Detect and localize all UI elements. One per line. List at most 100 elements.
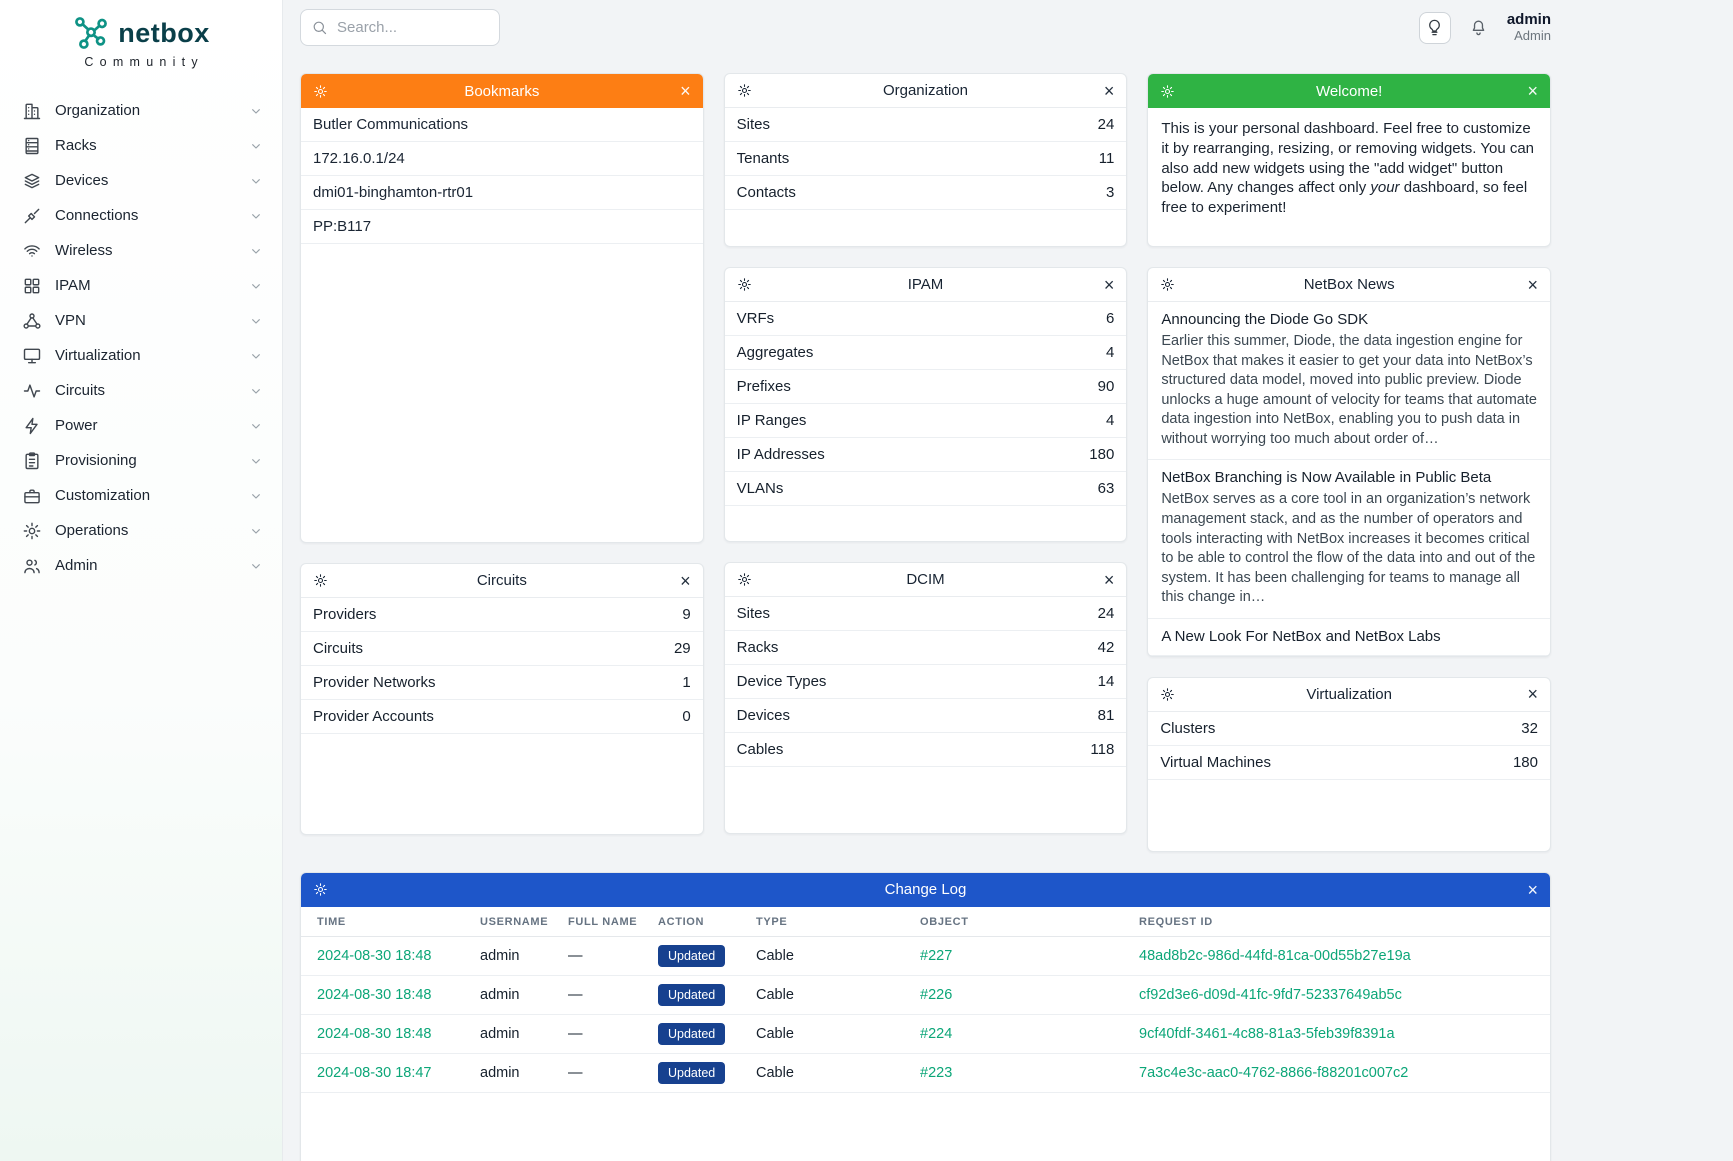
changelog-time-link[interactable]: 2024-08-30 18:48 — [317, 947, 432, 964]
sidebar-item-admin[interactable]: Admin — [0, 548, 282, 583]
bookmark-item[interactable]: 172.16.0.1/24 — [301, 142, 703, 176]
stat-label[interactable]: Providers — [313, 606, 377, 623]
stat-label[interactable]: Racks — [736, 639, 779, 656]
stat-label[interactable]: Sites — [736, 605, 771, 622]
stat-value[interactable]: 0 — [682, 708, 691, 725]
action-badge: Updated — [658, 983, 726, 1006]
stat-value[interactable]: 180 — [1512, 753, 1538, 771]
widget-close-button[interactable]: × — [1525, 274, 1540, 296]
stat-label[interactable]: Devices — [736, 707, 791, 724]
widget-config-button[interactable] — [311, 571, 330, 590]
widget-close-button[interactable]: × — [678, 570, 693, 592]
sidebar-item-ipam[interactable]: IPAM — [0, 268, 282, 303]
widget-config-button[interactable] — [311, 880, 330, 899]
widget-close-button[interactable]: × — [678, 80, 693, 102]
search-input[interactable] — [300, 9, 500, 46]
sidebar-item-customization[interactable]: Customization — [0, 478, 282, 513]
widget-config-button[interactable] — [735, 275, 754, 294]
sidebar-item-vpn[interactable]: VPN — [0, 303, 282, 338]
stat-label[interactable]: VLANs — [736, 480, 784, 497]
stat-value[interactable]: 14 — [1097, 673, 1115, 690]
widget-close-button[interactable]: × — [1525, 879, 1540, 901]
stat-value[interactable]: 4 — [1105, 344, 1115, 361]
stat-value[interactable]: 81 — [1097, 707, 1115, 724]
widget-close-button[interactable]: × — [1102, 274, 1117, 296]
stat-label[interactable]: Aggregates — [736, 344, 814, 361]
sidebar-item-operations[interactable]: Operations — [0, 513, 282, 548]
news-title-link[interactable]: A New Look For NetBox and NetBox Labs — [1161, 627, 1441, 645]
widget-close-button[interactable]: × — [1525, 683, 1540, 705]
stat-label[interactable]: Sites — [736, 116, 771, 133]
stat-label[interactable]: IP Addresses — [736, 446, 825, 463]
changelog-time-link[interactable]: 2024-08-30 18:48 — [317, 986, 432, 1003]
stat-label[interactable]: Provider Networks — [313, 674, 436, 691]
stat-value[interactable]: 63 — [1097, 480, 1115, 497]
sidebar-item-power[interactable]: Power — [0, 408, 282, 443]
widget-config-button[interactable] — [1158, 82, 1177, 101]
stat-value[interactable]: 24 — [1097, 605, 1115, 622]
stat-value[interactable]: 6 — [1105, 310, 1115, 327]
widget-config-button[interactable] — [1158, 275, 1177, 294]
changelog-request-id-link[interactable]: 48ad8b2c-986d-44fd-81ca-00d55b27e19a — [1139, 947, 1411, 964]
changelog-object-link[interactable]: #226 — [920, 986, 953, 1003]
brand-logo[interactable]: netbox Community — [0, 10, 282, 71]
changelog-time-link[interactable]: 2024-08-30 18:48 — [317, 1025, 432, 1042]
sidebar-item-provisioning[interactable]: Provisioning — [0, 443, 282, 478]
sidebar-item-organization[interactable]: Organization — [0, 93, 282, 128]
news-title-link[interactable]: Announcing the Diode Go SDK — [1161, 311, 1369, 328]
changelog-request-id-link[interactable]: 7a3c4e3c-aac0-4762-8866-f88201c007c2 — [1139, 1064, 1409, 1081]
stat-label[interactable]: VRFs — [736, 310, 775, 327]
sidebar-item-circuits[interactable]: Circuits — [0, 373, 282, 408]
stat-value[interactable]: 4 — [1105, 412, 1115, 429]
sidebar-item-connections[interactable]: Connections — [0, 198, 282, 233]
bookmark-item[interactable]: dmi01-binghamton-rtr01 — [301, 176, 703, 210]
widget-close-button[interactable]: × — [1525, 80, 1540, 102]
widget-close-button[interactable]: × — [1102, 569, 1117, 591]
stat-value[interactable]: 3 — [1105, 184, 1115, 201]
stat-label[interactable]: Virtual Machines — [1160, 753, 1271, 771]
bookmark-item[interactable]: Butler Communications — [301, 108, 703, 142]
stat-value[interactable]: 42 — [1097, 639, 1115, 656]
stat-label[interactable]: Clusters — [1160, 719, 1216, 737]
changelog-object-link[interactable]: #224 — [920, 1025, 953, 1042]
stat-label[interactable]: Device Types — [736, 673, 827, 690]
stat-label[interactable]: Tenants — [736, 150, 790, 167]
changelog-request-id-link[interactable]: cf92d3e6-d09d-41fc-9fd7-52337649ab5c — [1139, 986, 1402, 1003]
widget-close-button[interactable]: × — [1102, 80, 1117, 102]
stat-label[interactable]: IP Ranges — [736, 412, 807, 429]
theme-toggle-button[interactable] — [1418, 11, 1451, 44]
widget-config-button[interactable] — [735, 570, 754, 589]
stat-value[interactable]: 11 — [1098, 150, 1115, 167]
sidebar-item-racks[interactable]: Racks — [0, 128, 282, 163]
stat-label[interactable]: Contacts — [736, 184, 796, 201]
changelog-time-link[interactable]: 2024-08-30 18:47 — [317, 1064, 432, 1081]
widget-ipam: IPAM × VRFs 6 Aggregates 4 Prefixes 90 IP Rang… — [723, 267, 1128, 542]
widget-config-button[interactable] — [311, 82, 330, 101]
changelog-type: Cable — [756, 947, 794, 964]
sidebar-item-wireless[interactable]: Wireless — [0, 233, 282, 268]
stat-value[interactable]: 1 — [682, 674, 691, 691]
stat-label[interactable]: Circuits — [313, 640, 364, 657]
stat-value[interactable]: 29 — [673, 640, 691, 657]
changelog-request-id-link[interactable]: 9cf40fdf-3461-4c88-81a3-5feb39f8391a — [1139, 1025, 1395, 1042]
stat-label[interactable]: Prefixes — [736, 378, 791, 395]
widget-config-button[interactable] — [1158, 685, 1177, 704]
stat-value[interactable]: 90 — [1097, 378, 1115, 395]
widget-welcome: Welcome! × This is your personal dashboa… — [1147, 73, 1551, 247]
stat-value[interactable]: 24 — [1097, 116, 1115, 133]
sidebar-item-devices[interactable]: Devices — [0, 163, 282, 198]
bookmark-item[interactable]: PP:B117 — [301, 210, 703, 244]
stat-value[interactable]: 32 — [1521, 719, 1538, 737]
news-title-link[interactable]: NetBox Branching is Now Available in Pub… — [1161, 469, 1492, 487]
stat-label[interactable]: Cables — [736, 741, 784, 758]
stat-value[interactable]: 118 — [1090, 741, 1115, 758]
stat-label[interactable]: Provider Accounts — [313, 708, 434, 725]
sidebar-item-virtualization[interactable]: Virtualization — [0, 338, 282, 373]
stat-value[interactable]: 180 — [1089, 446, 1115, 463]
widget-config-button[interactable] — [735, 81, 754, 100]
changelog-object-link[interactable]: #223 — [920, 1064, 953, 1081]
stat-value[interactable]: 9 — [682, 606, 691, 623]
user-menu[interactable]: admin Admin — [1507, 11, 1551, 43]
changelog-object-link[interactable]: #227 — [920, 947, 953, 964]
notifications-button[interactable] — [1463, 12, 1495, 44]
